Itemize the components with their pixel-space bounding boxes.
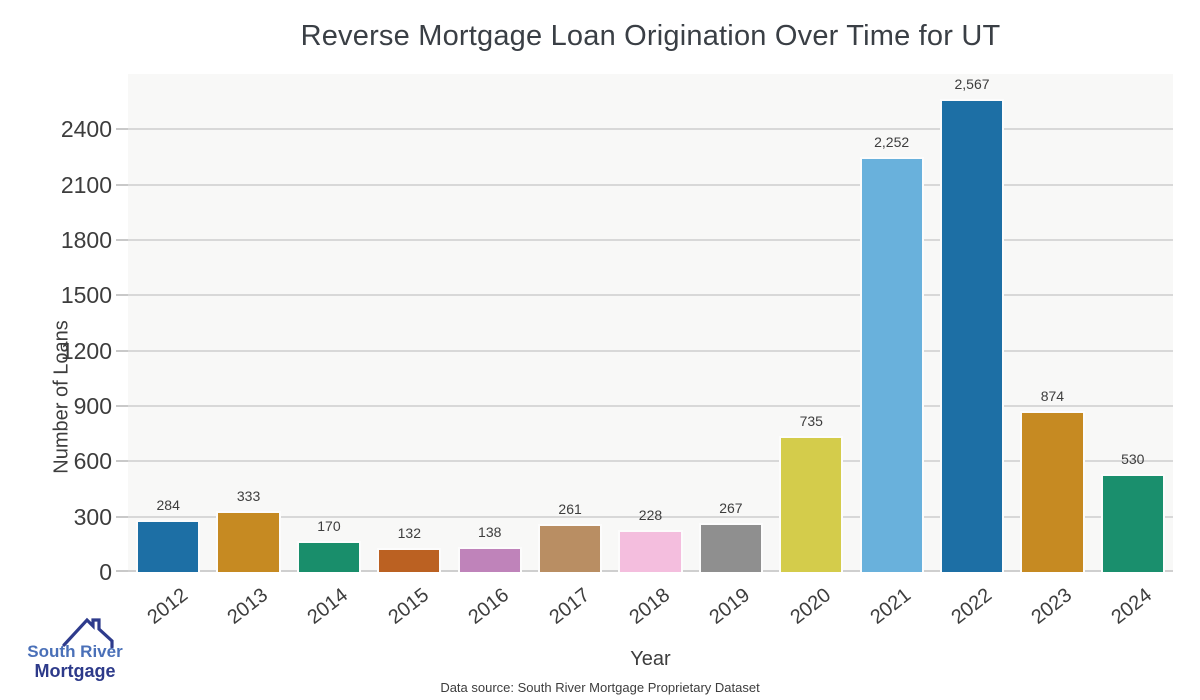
bar-2014: [296, 540, 362, 572]
bar-2016: [457, 546, 522, 572]
gridline-2100: [128, 183, 1173, 186]
y-axis-tick-2400: [116, 128, 128, 131]
x-tick-label-2014: 2014: [303, 584, 353, 629]
y-axis-tick-600: [116, 460, 128, 463]
value-label-2014: 170: [317, 517, 341, 534]
gridline-1800: [128, 239, 1173, 241]
y-axis-tick-1500: [116, 294, 128, 297]
x-tick-label-2021: 2021: [866, 584, 916, 629]
data-source-note: Data source: South River Mortgage Propri…: [440, 680, 760, 695]
y-tick-label-1200: 1200: [60, 337, 112, 364]
y-tick-label-1800: 1800: [60, 227, 112, 253]
value-label-2015: 132: [397, 524, 421, 541]
value-label-2012: 284: [156, 496, 180, 513]
y-tick-label-300: 300: [73, 503, 112, 530]
plot-area: Number of Loans 0 300 600 900 1200 1500 1800 21…: [51, 74, 1173, 629]
x-tick-label-2012: 2012: [143, 584, 192, 629]
bar-2015: [377, 547, 442, 572]
x-tick-label-2013: 2013: [223, 584, 273, 629]
value-label-2018: 228: [638, 506, 663, 523]
house-roof-icon: [62, 617, 114, 648]
y-tick-label-2100: 2100: [60, 171, 112, 198]
bar-2018: [618, 529, 683, 572]
gridline-900: [128, 405, 1173, 407]
bar-2020: [779, 436, 844, 572]
value-label-2023: 874: [1040, 387, 1065, 404]
y-axis-tick-1800: [116, 239, 128, 241]
bar-2021: [859, 156, 924, 572]
gridline-300: [128, 515, 1173, 518]
chart-title: Reverse Mortgage Loan Origination Over T…: [300, 20, 1001, 52]
logo-text-south-river: South River: [27, 642, 123, 661]
x-tick-label-2022: 2022: [946, 584, 996, 629]
x-tick-label-2019: 2019: [705, 584, 755, 629]
value-label-2024: 530: [1121, 451, 1145, 468]
y-axis-tick-300: [116, 515, 128, 518]
gridline-1500: [128, 294, 1173, 297]
value-label-2021: 2,252: [874, 133, 910, 150]
gridline-1200: [128, 349, 1173, 352]
bar-2013: [216, 510, 281, 572]
logo-text-mortgage: Mortgage: [34, 661, 116, 681]
y-axis-tick-900: [116, 405, 128, 407]
bar-2019: [698, 522, 764, 572]
bar-2012: [136, 519, 201, 572]
x-axis-title: Year: [630, 648, 671, 670]
y-axis-tick-0: [116, 570, 128, 572]
bar-2017: [537, 523, 603, 572]
value-label-2017: 261: [558, 500, 582, 517]
x-tick-label-2023: 2023: [1027, 584, 1076, 629]
value-label-2020: 735: [799, 413, 823, 430]
x-tick-label-2015: 2015: [384, 584, 433, 629]
value-label-2019: 267: [719, 499, 743, 516]
x-tick-label-2020: 2020: [786, 584, 835, 629]
y-tick-label-1500: 1500: [60, 282, 112, 309]
value-label-2013: 333: [236, 487, 261, 504]
y-tick-label-900: 900: [73, 393, 112, 419]
value-label-2016: 138: [478, 523, 502, 540]
south-river-mortgage-logo: South River Mortgage: [20, 616, 130, 686]
bar-2023: [1020, 410, 1085, 572]
y-tick-label-0: 0: [99, 559, 112, 585]
gridline-2400: [128, 128, 1173, 131]
x-tick-label-2016: 2016: [464, 584, 514, 629]
y-axis-tick-2100: [116, 183, 128, 186]
value-label-2022: 2,567: [954, 75, 990, 92]
y-axis-tick-1200: [116, 349, 128, 352]
x-tick-label-2017: 2017: [545, 584, 594, 629]
gridline-600: [128, 460, 1173, 463]
x-tick-label-2024: 2024: [1107, 584, 1157, 629]
x-tick-label-2018: 2018: [625, 584, 675, 629]
y-tick-label-600: 600: [73, 448, 112, 475]
bar-2022: [939, 98, 1005, 572]
y-tick-label-2400: 2400: [60, 116, 112, 143]
bar-2024: [1100, 474, 1165, 572]
